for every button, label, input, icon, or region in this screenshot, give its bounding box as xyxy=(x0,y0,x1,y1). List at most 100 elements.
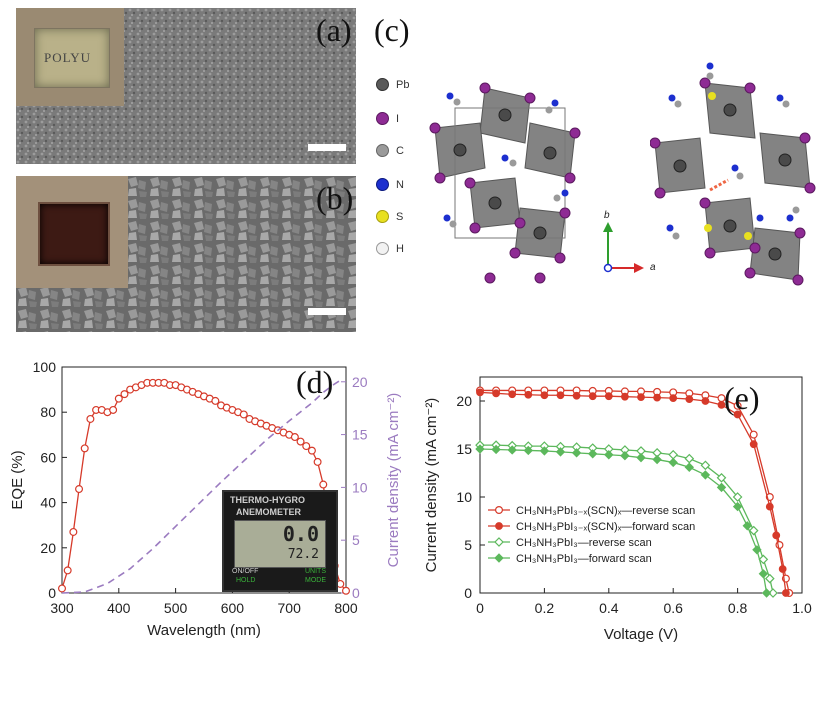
eqe-point xyxy=(63,566,72,575)
pb-atom-icon xyxy=(376,78,389,91)
iodine-atoms-right xyxy=(650,77,816,286)
y-tick-label: 0 xyxy=(464,585,472,601)
sem-image-b xyxy=(16,176,356,332)
y-tick-label: 60 xyxy=(40,449,56,465)
legend-label-s: S xyxy=(396,210,404,223)
eqe-point xyxy=(57,584,66,593)
jv-line xyxy=(480,444,774,594)
jv-point xyxy=(732,501,743,512)
x-tick-label: 0.6 xyxy=(663,600,683,616)
y2-tick-label: 5 xyxy=(352,532,360,548)
iodine-atoms-left xyxy=(429,82,581,284)
jv-point xyxy=(732,492,743,502)
legend-label: CH₃NH₃PbI₃—reverse scan xyxy=(516,537,652,549)
y-tick-label: 40 xyxy=(40,495,56,511)
y2-tick-label: 0 xyxy=(352,585,360,601)
y-tick-label: 15 xyxy=(456,441,472,457)
jv-point xyxy=(749,440,758,449)
jv-point xyxy=(669,394,678,403)
device-btn-left-top: ON/OFF xyxy=(232,568,259,575)
crystal-structure-right xyxy=(650,62,816,286)
device-line1: THERMO-HYGRO xyxy=(230,495,305,505)
eqe-chart: 300 400 500 600 700 80002040608010005101520Wa… xyxy=(9,359,402,639)
x-tick-label: 1.0 xyxy=(792,600,812,616)
hydrogen-bond-right xyxy=(709,178,729,192)
y2-tick-label: 20 xyxy=(352,374,368,390)
jv-point xyxy=(620,451,630,461)
eqe-point xyxy=(86,414,95,423)
jv-point xyxy=(539,446,550,456)
crystal-structure-left xyxy=(429,82,581,284)
device-btn-left-bottom: HOLD xyxy=(236,577,256,584)
jv-point xyxy=(701,397,710,405)
axis-label-b: b xyxy=(604,210,610,221)
photo-inset-b xyxy=(16,176,128,288)
methylammonium-left xyxy=(443,92,569,228)
jv-point xyxy=(476,388,484,397)
jv-point xyxy=(604,450,614,460)
legend-label: CH₃NH₃PbI₃—forward scan xyxy=(516,553,652,565)
jv-point xyxy=(636,452,646,463)
y-tick-label: 10 xyxy=(456,489,472,505)
jv-point xyxy=(778,565,787,573)
y-tick-label: 80 xyxy=(40,404,56,420)
jv-point xyxy=(685,395,694,403)
jv-point xyxy=(758,554,769,565)
x-axis-label: Voltage (V) xyxy=(604,626,678,643)
y-tick-label: 20 xyxy=(40,540,56,556)
perovskite-film xyxy=(38,202,110,266)
eqe-point xyxy=(80,444,89,453)
panel-label-c: (c) xyxy=(374,12,410,48)
h-atom-icon xyxy=(376,242,389,255)
axis-label-a: a xyxy=(650,262,656,273)
y2-axis-label: Current density (mA cm⁻²) xyxy=(385,393,402,568)
i-atom-icon xyxy=(376,112,389,125)
n-atom-icon xyxy=(376,178,389,191)
jv-line xyxy=(480,389,790,594)
jv-series-1 xyxy=(476,388,790,597)
panel-label-a: (a) xyxy=(316,12,352,48)
jv-point xyxy=(716,472,727,483)
axis-indicator xyxy=(603,222,644,273)
jv-point xyxy=(508,390,517,399)
unit-cell-left xyxy=(454,107,566,239)
legend-row-h: H xyxy=(376,242,404,255)
jv-series-2 xyxy=(475,440,778,598)
jv-point xyxy=(668,457,678,468)
legend-marker xyxy=(494,553,504,563)
jv-point xyxy=(587,449,598,459)
y-tick-label: 5 xyxy=(464,537,472,553)
scn-groups-right xyxy=(704,62,764,240)
legend-row-i: I xyxy=(376,112,399,125)
jv-series-3 xyxy=(475,444,772,598)
x-tick-label: 0 xyxy=(476,600,484,616)
jv-point xyxy=(772,531,781,540)
legend-row-s: S xyxy=(376,210,403,223)
eqe-point xyxy=(342,586,351,595)
jv-point xyxy=(492,389,500,398)
sem-image-a: POLYU xyxy=(16,8,356,164)
panel-label-b: (b) xyxy=(316,180,354,216)
legend-label-c: C xyxy=(396,144,404,157)
legend-label-pb: Pb xyxy=(396,78,410,91)
lead-atoms-right xyxy=(673,103,792,261)
jv-point xyxy=(764,573,775,584)
y-tick-label: 0 xyxy=(48,585,56,601)
jv-point xyxy=(700,460,711,471)
eqe-point xyxy=(69,527,78,536)
eqe-point xyxy=(211,396,220,405)
scale-bar-a xyxy=(308,144,346,151)
jv-point xyxy=(572,391,581,400)
eqe-point xyxy=(296,437,305,446)
eqe-point xyxy=(313,457,322,466)
integrated-current-line xyxy=(61,377,344,594)
y2-tick-label: 10 xyxy=(352,479,368,495)
jv-chart: 0 0.2 0.4 0.6 0.8 1.0 0 5 10 15 20 Voltage (V) Curre… xyxy=(423,376,812,643)
eqe-point xyxy=(114,394,123,403)
y2-tick-label: 15 xyxy=(352,427,368,443)
jv-point xyxy=(733,410,742,419)
x-tick-label: 0.2 xyxy=(535,600,555,616)
jv-point xyxy=(700,470,711,480)
jv-point xyxy=(475,444,485,454)
jv-point xyxy=(758,569,769,579)
